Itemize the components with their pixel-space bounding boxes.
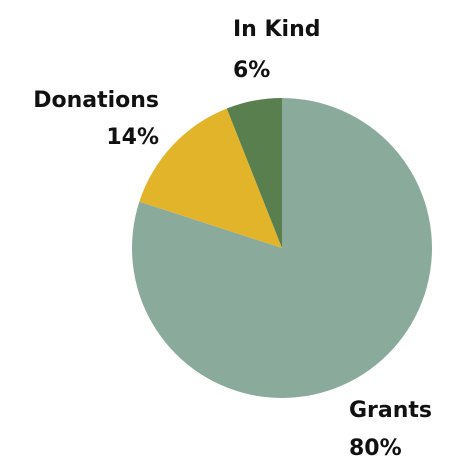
label-donations-name: Donations — [33, 88, 159, 113]
label-in-kind-value: 6% — [233, 58, 270, 83]
label-grants: Grants 80% — [349, 398, 432, 461]
label-grants-value: 80% — [349, 436, 402, 461]
slice-donations — [139, 108, 282, 248]
label-grants-name: Grants — [349, 398, 432, 423]
slice-grants — [131, 98, 432, 399]
pie-slices — [131, 98, 432, 399]
label-donations-value: 14% — [106, 125, 159, 150]
slice-in-kind — [226, 98, 282, 248]
label-in-kind-name: In Kind — [233, 17, 321, 42]
label-donations: Donations 14% — [33, 88, 159, 150]
label-in-kind: In Kind 6% — [233, 17, 321, 83]
